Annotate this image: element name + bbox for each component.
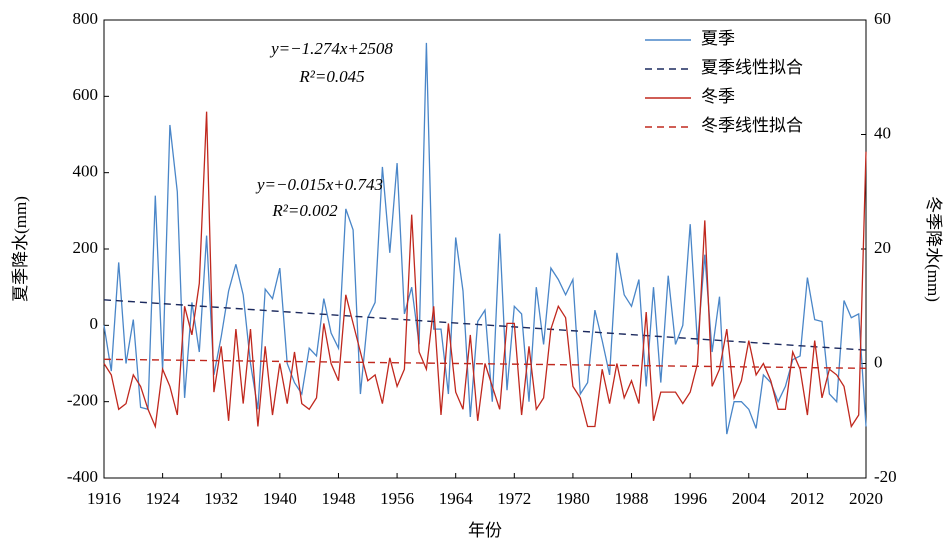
x-tick-label: 1988 [615,489,649,508]
x-tick-label: 1940 [263,489,297,508]
series-line [103,42,867,435]
x-tick-label: 1964 [439,489,474,508]
x-tick-label: 1916 [87,489,121,508]
legend-label: 冬季线性拟合 [701,116,803,135]
plot-frame [103,19,867,479]
y-tick-label: -400 [67,467,98,486]
x-tick-label: 1932 [204,489,238,508]
y-tick-label: 800 [73,9,99,28]
y-tick-label: 0 [90,314,99,333]
y2-tick-label: 20 [874,238,891,257]
y2-tick-label: 40 [874,123,891,142]
y2-axis-label: 冬季降水(mm) [924,196,943,302]
y-axis-label: 夏季降水(mm) [11,196,30,302]
annotation: y=−0.015x+0.743 [255,175,383,194]
y2-tick-label: -20 [874,467,897,486]
x-tick-label: 1948 [321,489,355,508]
y2-tick-label: 0 [874,352,883,371]
x-tick-label: 2012 [790,489,824,508]
legend-label: 夏季 [701,29,735,48]
y-tick-label: 600 [73,85,99,104]
x-tick-label: 1972 [497,489,531,508]
y-tick-label: 200 [73,238,99,257]
annotation: y=−1.274x+2508 [269,39,393,58]
x-tick-label: 1980 [556,489,590,508]
legend-label: 冬季 [701,87,735,106]
x-tick-label: 1924 [146,489,181,508]
x-tick-label: 2004 [732,489,767,508]
legend-label: 夏季线性拟合 [701,58,803,77]
x-tick-label: 2020 [849,489,883,508]
annotation: R²=0.002 [271,201,338,220]
trend-line [103,299,867,351]
x-tick-label: 1956 [380,489,414,508]
annotation: R²=0.045 [298,67,364,86]
x-tick-label: 1996 [673,489,707,508]
y-tick-label: 400 [73,162,99,181]
y2-tick-label: 60 [874,9,891,28]
x-axis-label: 年份 [468,521,502,540]
series-line [103,111,867,429]
y-tick-label: -200 [67,391,98,410]
